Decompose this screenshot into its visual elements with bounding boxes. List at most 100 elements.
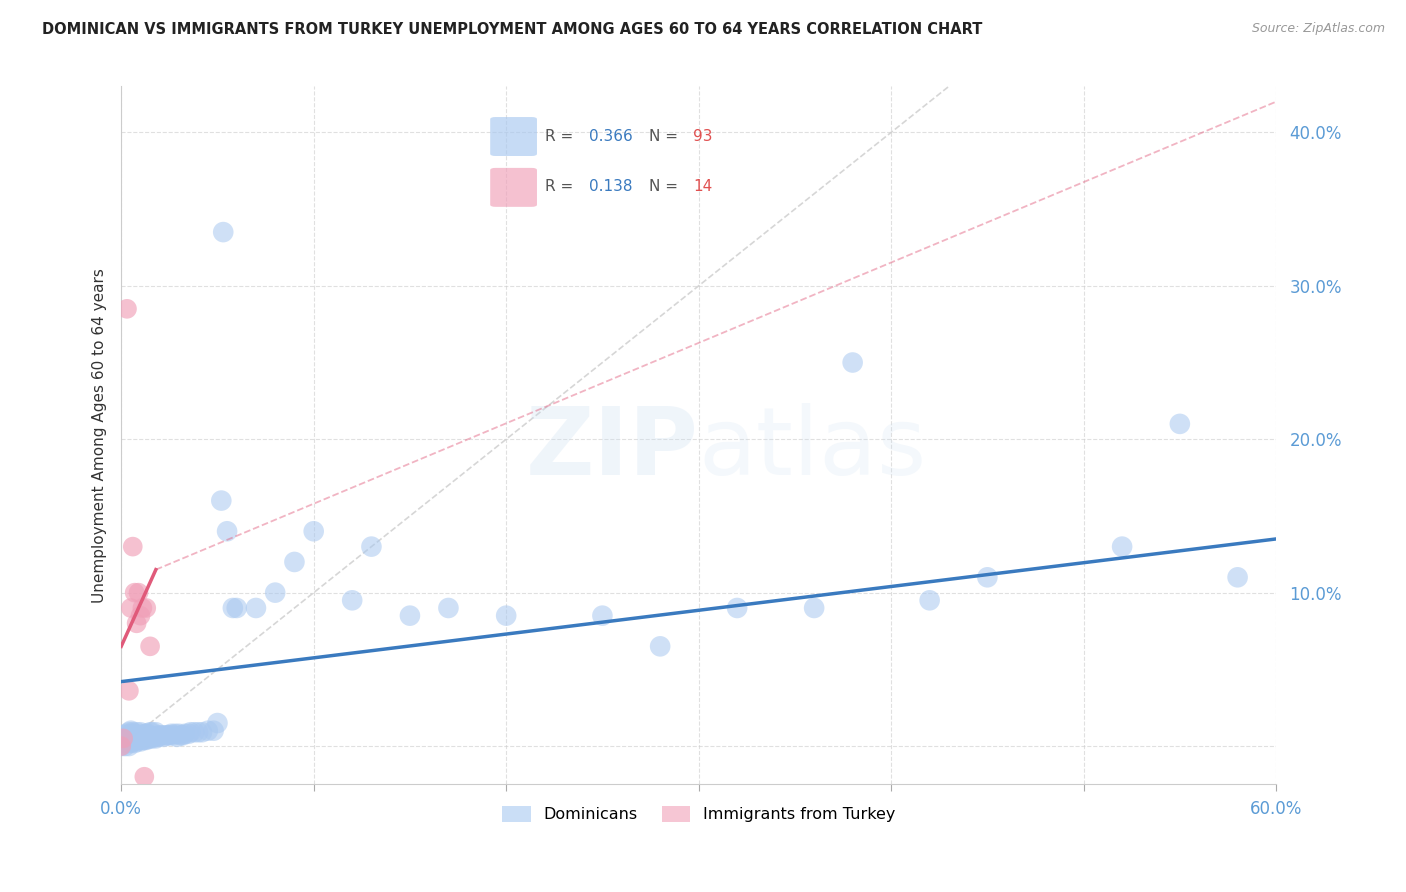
- Point: [360, 540, 382, 554]
- Point: [245, 601, 267, 615]
- Legend: Dominicans, Immigrants from Turkey: Dominicans, Immigrants from Turkey: [495, 799, 901, 829]
- Point: [167, 727, 190, 741]
- Text: Source: ZipAtlas.com: Source: ZipAtlas.com: [1251, 22, 1385, 36]
- Point: [191, 725, 214, 739]
- Point: [156, 728, 179, 742]
- Point: [124, 727, 146, 741]
- Point: [136, 727, 159, 741]
- Point: [124, 731, 146, 746]
- Point: [114, 739, 136, 753]
- Point: [131, 728, 153, 742]
- Point: [399, 608, 422, 623]
- Point: [134, 770, 156, 784]
- Point: [129, 734, 152, 748]
- Point: [1226, 570, 1249, 584]
- Point: [110, 739, 132, 753]
- Point: [125, 730, 148, 744]
- Point: [135, 733, 157, 747]
- Point: [120, 723, 142, 738]
- Point: [177, 727, 200, 741]
- Point: [141, 725, 163, 739]
- Point: [124, 736, 146, 750]
- Point: [114, 728, 136, 742]
- Point: [1111, 540, 1133, 554]
- Point: [160, 727, 183, 741]
- Point: [110, 739, 132, 753]
- Point: [115, 736, 138, 750]
- Point: [118, 730, 141, 744]
- Point: [209, 493, 232, 508]
- Point: [222, 601, 245, 615]
- Point: [120, 727, 142, 741]
- Point: [152, 730, 174, 744]
- Point: [149, 728, 172, 742]
- Y-axis label: Unemployment Among Ages 60 to 64 years: Unemployment Among Ages 60 to 64 years: [93, 268, 107, 603]
- Point: [134, 733, 156, 747]
- Point: [145, 731, 167, 746]
- Point: [115, 731, 138, 746]
- Point: [134, 727, 156, 741]
- Text: ZIP: ZIP: [526, 403, 699, 495]
- Point: [225, 601, 247, 615]
- Point: [135, 727, 157, 741]
- Point: [1168, 417, 1191, 431]
- Point: [650, 640, 672, 654]
- Point: [976, 570, 998, 584]
- Point: [120, 731, 142, 746]
- Point: [125, 725, 148, 739]
- Point: [118, 739, 141, 753]
- Point: [115, 727, 138, 741]
- Point: [841, 355, 863, 369]
- Point: [162, 728, 184, 742]
- Point: [120, 601, 142, 615]
- Point: [135, 601, 157, 615]
- Point: [155, 728, 177, 742]
- Point: [121, 540, 143, 554]
- Point: [197, 723, 219, 738]
- Point: [145, 725, 167, 739]
- Point: [157, 728, 180, 742]
- Point: [725, 601, 748, 615]
- Point: [120, 736, 142, 750]
- Point: [212, 225, 235, 239]
- Point: [142, 730, 165, 744]
- Point: [165, 727, 187, 741]
- Point: [131, 601, 153, 615]
- Point: [114, 733, 136, 747]
- Point: [918, 593, 941, 607]
- Point: [112, 731, 135, 746]
- Text: atlas: atlas: [699, 403, 927, 495]
- Point: [136, 731, 159, 746]
- Point: [131, 733, 153, 747]
- Point: [121, 730, 143, 744]
- Point: [340, 593, 363, 607]
- Point: [803, 601, 825, 615]
- Point: [437, 601, 460, 615]
- Point: [128, 733, 150, 747]
- Point: [118, 725, 141, 739]
- Point: [129, 608, 152, 623]
- Point: [129, 730, 152, 744]
- Point: [139, 731, 162, 746]
- Point: [495, 608, 517, 623]
- Point: [115, 301, 138, 316]
- Point: [128, 585, 150, 599]
- Point: [207, 716, 229, 731]
- Point: [264, 585, 287, 599]
- Point: [150, 728, 173, 742]
- Point: [125, 734, 148, 748]
- Text: DOMINICAN VS IMMIGRANTS FROM TURKEY UNEMPLOYMENT AMONG AGES 60 TO 64 YEARS CORRE: DOMINICAN VS IMMIGRANTS FROM TURKEY UNEM…: [42, 22, 983, 37]
- Point: [217, 524, 239, 539]
- Point: [179, 725, 201, 739]
- Point: [121, 725, 143, 739]
- Point: [283, 555, 305, 569]
- Point: [187, 725, 209, 739]
- Point: [118, 683, 141, 698]
- Point: [139, 640, 162, 654]
- Point: [112, 731, 135, 746]
- Point: [173, 727, 195, 741]
- Point: [125, 616, 148, 631]
- Point: [146, 730, 169, 744]
- Point: [112, 736, 135, 750]
- Point: [591, 608, 613, 623]
